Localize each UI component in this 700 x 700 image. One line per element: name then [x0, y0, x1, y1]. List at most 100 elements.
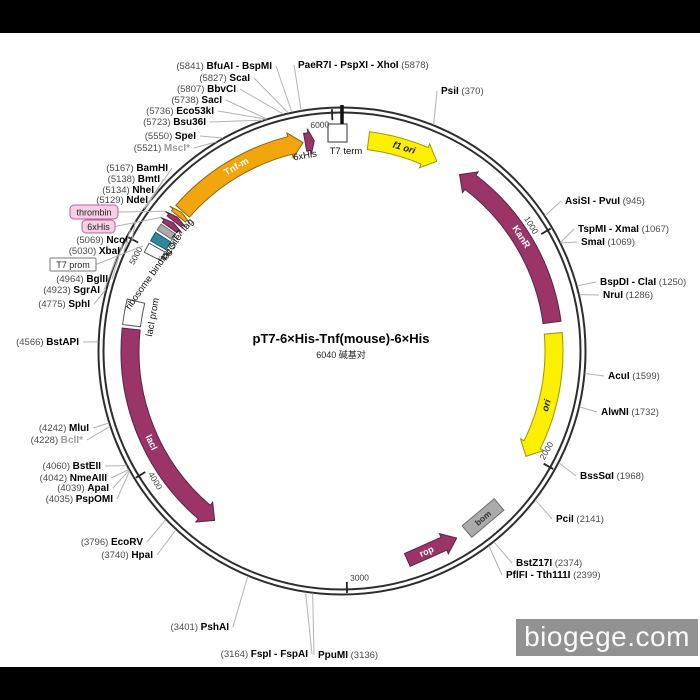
enzyme-label-NdeI: (5129) NdeI — [96, 195, 148, 206]
tick-5000 — [127, 236, 139, 244]
leader-SgrAI — [103, 253, 119, 291]
plasmid-title: pT7-6×His-Tnf(mouse)-6×His — [252, 331, 430, 346]
feature-kanr — [459, 171, 562, 325]
tick-label-6000: 6000 — [310, 119, 330, 130]
leader-SmaI — [560, 241, 578, 244]
leader-MluI — [92, 422, 110, 429]
leader-MscI* — [193, 141, 217, 149]
leader-BclI* — [86, 425, 111, 441]
feature-ori — [519, 332, 564, 458]
enzyme-label-BbvCI: (5807) BbvCI — [177, 84, 236, 95]
watermark: biogege.com — [516, 619, 698, 656]
enzyme-label-BstAPI: (4566) BstAPI — [16, 337, 79, 348]
enzyme-label-NcoI: (5069) NcoI — [76, 235, 128, 246]
leader-SphI — [93, 289, 107, 305]
leader-HpaI — [156, 529, 177, 556]
enzyme-label-BfuAI-BspMI: (5841) BfuAI - BspMI — [176, 61, 272, 72]
title-block: pT7-6×His-Tnf(mouse)-6×His 6040 碱基对 — [253, 331, 430, 361]
leader-ApaI — [112, 469, 130, 489]
feature-laci-prom — [122, 298, 146, 328]
enzyme-label-BglII: (4964) BglII — [56, 274, 108, 285]
site-tag-label-6xHis: 6xHis — [87, 222, 110, 232]
enzyme-label-BstEII: (4060) BstEII — [43, 461, 102, 472]
rop-arrow-shape — [403, 532, 458, 568]
enzyme-label-SacI: (5738) SacI — [171, 95, 222, 106]
leader-PciI — [534, 499, 553, 520]
enzyme-label-SphI: (4775) SphI — [38, 299, 90, 310]
enzyme-label-NruI: NruI (1286) — [603, 290, 653, 301]
feature-rop: rop — [403, 532, 458, 568]
bom-box-shape — [461, 498, 505, 538]
enzyme-label-BamHI: (5167) BamHI — [106, 163, 168, 174]
enzyme-label-ScaI: (5827) ScaI — [199, 73, 250, 84]
leader-TspMI-XmaI — [560, 228, 575, 243]
feature-laco — [149, 231, 172, 251]
enzyme-label-XbaI: (5030) XbaI — [69, 246, 120, 257]
feature-laci — [120, 327, 216, 523]
leader-BstZ17I — [493, 541, 513, 564]
feature-rbs — [156, 223, 177, 241]
feature-f1-ori — [366, 131, 438, 169]
leader-NdeI — [143, 199, 153, 209]
enzyme-label-NmeAIII: (4042) NmeAIII — [40, 473, 108, 484]
leader-thrombin — [117, 210, 166, 213]
leader-BbvCI — [239, 88, 284, 115]
enzyme-label-AlwNI: AlwNI (1732) — [601, 407, 659, 418]
tick-4000 — [135, 471, 146, 479]
bottom-letterbox-bar — [0, 667, 700, 700]
leader-SacI — [225, 99, 267, 120]
enzyme-label-MluI: (4242) MluI — [39, 423, 89, 434]
inner-label-laci-prom: lacI prom — [144, 297, 162, 337]
enzyme-label-PciI: PciI (2141) — [556, 514, 604, 525]
site-tag-label-T7 prom: T7 prom — [56, 260, 90, 270]
leader-NcoI — [131, 221, 136, 241]
feature-t7-tag — [169, 205, 191, 224]
feature-t7-term — [327, 123, 348, 143]
leader-EcoRV — [146, 519, 167, 543]
leader-AlwNI — [579, 406, 598, 413]
leader-PaeR7I-PspXI-XhoI — [293, 64, 302, 111]
enzyme-label-BstZ17I: BstZ17I (2374) — [516, 558, 582, 569]
leader-XbaI — [123, 229, 131, 252]
feature-his6-c — [303, 128, 315, 155]
enzyme-label-SpeI: (5550) SpeI — [145, 131, 196, 142]
site-tag-box-T7 prom — [49, 257, 97, 272]
tick-1000 — [540, 227, 552, 235]
feature-label-ori: ori — [540, 398, 554, 413]
feature-t7-prom — [143, 242, 166, 261]
leader-BglII — [111, 244, 123, 280]
inner-label-6xhis: 6xHis — [292, 148, 318, 163]
leader-NmeAIII — [110, 469, 129, 479]
leader-AsiSI-PvuI — [544, 200, 562, 217]
enzyme-label-PsiI: PsiI (370) — [441, 86, 484, 97]
enzyme-label-PpuMI: PpuMI (3136) — [318, 650, 378, 661]
enzyme-label-PaeR7I-PspXI-XhoI: PaeR7I - PspXI - XhoI (5878) — [298, 60, 429, 71]
enzyme-label-SgrAI: (4923) SgrAI — [43, 285, 100, 296]
enzyme-label-SmaI: SmaI (1069) — [581, 237, 635, 248]
feature-bom: bom — [461, 498, 505, 538]
leader-Eco53kI — [217, 110, 267, 120]
enzyme-label-PshAI: (3401) PshAI — [171, 622, 230, 633]
enzyme-label-AcuI: AcuI (1599) — [608, 371, 660, 382]
top-letterbox-bar — [0, 0, 700, 33]
site-tag-box-thrombin — [69, 204, 119, 220]
tick-2000 — [543, 462, 554, 470]
enzyme-label-BssSαI: BssSαI (1968) — [580, 471, 644, 482]
enzyme-label-PflFI-Tth111I: PflFI - Tth111I (2399) — [506, 570, 601, 581]
leader-PsiI — [433, 90, 438, 125]
leader-AcuI — [584, 373, 605, 377]
site-tag-box-6xHis — [81, 219, 116, 234]
leader-NheI — [144, 189, 159, 208]
site-tag-label-thrombin: thrombin — [76, 208, 111, 218]
enzyme-label-BclI*: (4228) BclI* — [31, 435, 83, 446]
leader-PpuMI — [312, 593, 315, 656]
enzyme-label-Eco53kI: (5736) Eco53kI — [146, 106, 214, 117]
enzyme-label-PspOMI: (4035) PspOMI — [46, 494, 114, 505]
enzyme-label-MscI*: (5521) MscI* — [134, 143, 190, 154]
enzyme-label-BmtI: (5138) BmtI — [108, 174, 161, 185]
enzyme-label-HpaI: (3740) HpaI — [101, 550, 153, 561]
leader-ScaI — [253, 77, 289, 114]
leader-SpeI — [199, 135, 223, 139]
